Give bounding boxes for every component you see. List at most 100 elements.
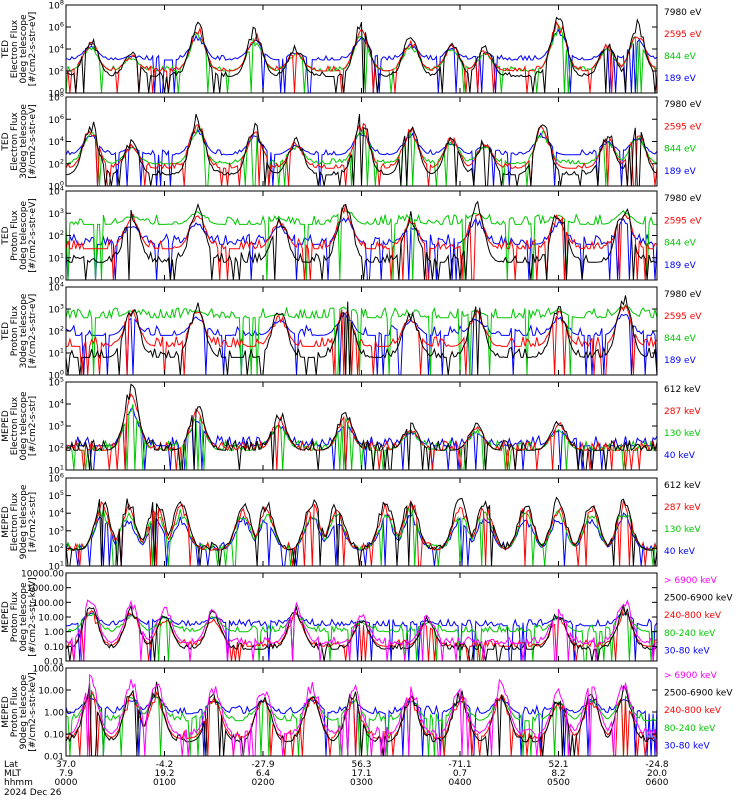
series-line bbox=[66, 383, 657, 470]
y-tick-label: 100 bbox=[48, 87, 64, 100]
legend-entry: 189 eV bbox=[664, 74, 697, 84]
panel-3: 100 101 102 103 104 TEDProton Flux0deg telesc… bbox=[1, 185, 702, 287]
series-line bbox=[66, 200, 657, 280]
x-axis-labels: Lat 37.0 -4.2 -27.9 56.3 -71.1 52.1 -24.8 MLT 7.9… bbox=[4, 760, 669, 798]
series-line bbox=[66, 113, 657, 186]
series-line bbox=[66, 208, 657, 280]
legend-entry: 2595 eV bbox=[664, 216, 702, 226]
y-tick-label: 101 bbox=[48, 464, 64, 477]
x-tick-label: -4.2 bbox=[156, 760, 174, 770]
y-tick-label: 106 bbox=[48, 21, 64, 34]
series-line bbox=[66, 16, 657, 93]
panel-4: 100 101 102 103 104 TEDProton Flux30deg teles… bbox=[1, 281, 702, 382]
legend-entry: > 6900 keV bbox=[664, 576, 718, 586]
legend-entry: 130 keV bbox=[664, 429, 701, 439]
panel-traces bbox=[66, 496, 657, 566]
y-tick-label: 108 bbox=[48, 91, 64, 104]
y-tick-label: 1000.00 bbox=[27, 584, 64, 594]
legend-entry: > 6900 keV bbox=[664, 671, 718, 681]
series-line bbox=[66, 496, 657, 566]
panel-1: 100 102 104 106 108 TEDElectron Flux0deg tele… bbox=[1, 0, 702, 100]
y-tick-label: 105 bbox=[48, 489, 64, 502]
legend-entry: 189 eV bbox=[664, 167, 697, 177]
y-tick-label: 104 bbox=[48, 507, 64, 520]
panel-7: 0.01 0.10 1.00 10.00 100.00 1000.00 10000.00ME… bbox=[1, 570, 733, 668]
panel-traces bbox=[66, 674, 657, 756]
y-axis-label: TEDProton Flux0deg telescope[#/cm2-s-str… bbox=[1, 198, 38, 273]
legend-entry: 40 keV bbox=[664, 547, 696, 557]
series-line bbox=[66, 129, 657, 186]
legend-entry: 189 eV bbox=[664, 261, 697, 271]
y-tick-label: 102 bbox=[48, 229, 64, 242]
legend-entry: 7980 eV bbox=[664, 100, 702, 110]
panel-traces bbox=[66, 16, 657, 93]
series-line bbox=[66, 312, 657, 375]
y-tick-label: 100 bbox=[48, 180, 64, 193]
y-tick-label: 104 bbox=[48, 185, 64, 198]
x-tick-label: 0400 bbox=[449, 778, 472, 788]
legend-entry: 80-240 keV bbox=[664, 629, 716, 639]
panel-traces bbox=[66, 295, 657, 375]
y-tick-label: 106 bbox=[48, 472, 64, 485]
legend-entry: 287 keV bbox=[664, 407, 701, 417]
legend-entry: 844 eV bbox=[664, 145, 697, 155]
y-tick-label: 0.01 bbox=[44, 658, 64, 668]
x-tick-label: 37.0 bbox=[56, 760, 76, 770]
y-tick-label: 103 bbox=[48, 207, 64, 220]
legend-entry: 2500-6900 keV bbox=[664, 594, 733, 604]
legend-entry: 844 eV bbox=[664, 239, 697, 249]
series-line bbox=[66, 122, 657, 186]
y-tick-label: 105 bbox=[48, 376, 64, 389]
panel-traces bbox=[66, 383, 657, 470]
x-tick-label: 0500 bbox=[547, 778, 570, 788]
x-tick-label: 0.7 bbox=[453, 769, 467, 779]
y-tick-label: 104 bbox=[48, 281, 64, 294]
y-tick-label: 10.00 bbox=[38, 614, 64, 624]
legend-entry: 2595 eV bbox=[664, 312, 702, 322]
legend-entry: 612 keV bbox=[664, 481, 701, 491]
panel-5: 101 102 103 104 105 MEPEDElectron Flux0deg te… bbox=[1, 376, 701, 477]
y-tick-label: 104 bbox=[48, 135, 64, 148]
y-axis-label: TEDElectron Flux0deg telescope[#/cm2-s-s… bbox=[1, 12, 38, 87]
x-tick-label: 7.9 bbox=[59, 769, 74, 779]
y-tick-label: 100 bbox=[48, 274, 64, 287]
panel-traces bbox=[66, 113, 657, 186]
legend-entry: 240-800 keV bbox=[664, 706, 722, 716]
x-row-label: Lat bbox=[4, 760, 19, 770]
x-tick-label: 0300 bbox=[350, 778, 373, 788]
y-tick-label: 102 bbox=[48, 157, 64, 170]
panel-frame bbox=[65, 381, 658, 471]
y-tick-label: 1.00 bbox=[44, 709, 64, 719]
legend-entry: 612 keV bbox=[664, 385, 701, 395]
legend-entry: 80-240 keV bbox=[664, 724, 716, 734]
legend-entry: 2595 eV bbox=[664, 30, 702, 40]
legend-entry: 7980 eV bbox=[664, 290, 702, 300]
series-line bbox=[66, 599, 657, 661]
y-tick-label: 100 bbox=[48, 369, 64, 382]
legend-entry: 2595 eV bbox=[664, 122, 702, 132]
y-axis-label: TEDElectron Flux30deg telescope[#/cm2-s-… bbox=[1, 104, 38, 179]
y-tick-label: 101 bbox=[48, 347, 64, 360]
y-tick-label: 102 bbox=[48, 325, 64, 338]
y-tick-label: 101 bbox=[48, 251, 64, 264]
series-line bbox=[66, 408, 657, 470]
y-tick-label: 0.10 bbox=[44, 731, 64, 741]
legend-entry: 30-80 keV bbox=[664, 646, 710, 656]
date-label: 2024 Dec 26 bbox=[4, 788, 62, 798]
series-line bbox=[66, 674, 657, 756]
series-line bbox=[66, 303, 657, 375]
x-tick-label: 8.2 bbox=[551, 769, 565, 779]
x-tick-label: -71.1 bbox=[448, 760, 471, 770]
legend-entry: 189 eV bbox=[664, 356, 697, 366]
legend-entry: 40 keV bbox=[664, 451, 696, 461]
legend-entry: 7980 eV bbox=[664, 8, 702, 18]
series-line bbox=[66, 203, 657, 280]
series-line bbox=[66, 217, 657, 280]
x-tick-label: 0100 bbox=[153, 778, 176, 788]
y-tick-label: 10.00 bbox=[38, 687, 64, 697]
legend-entry: 7980 eV bbox=[664, 194, 702, 204]
x-tick-label: 0600 bbox=[646, 778, 669, 788]
panel-6: 101 102 103 104 105 106 MEPEDElectron Flux90de… bbox=[1, 472, 701, 573]
